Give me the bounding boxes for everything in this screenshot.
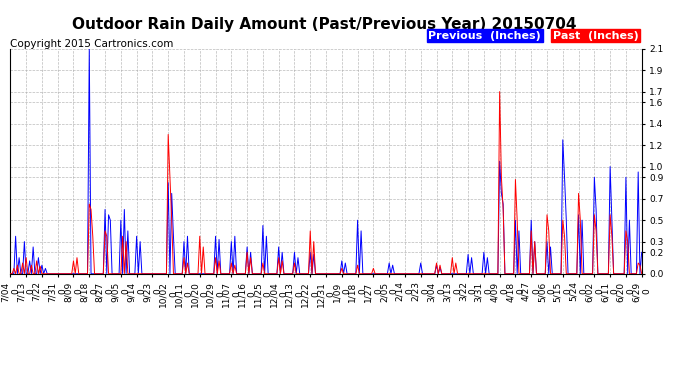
Text: Past  (Inches): Past (Inches) — [553, 31, 638, 40]
Text: Outdoor Rain Daily Amount (Past/Previous Year) 20150704: Outdoor Rain Daily Amount (Past/Previous… — [72, 17, 577, 32]
Text: Copyright 2015 Cartronics.com: Copyright 2015 Cartronics.com — [10, 39, 174, 50]
Text: Previous  (Inches): Previous (Inches) — [428, 31, 541, 40]
